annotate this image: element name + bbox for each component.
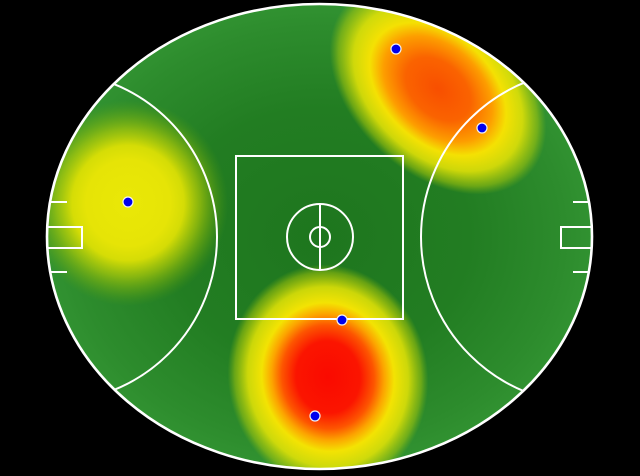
goal-square-line (47, 226, 83, 249)
event-marker (390, 43, 402, 55)
boundary-line (45, 2, 594, 471)
heat-hotspot-bottom-center-hottest (227, 264, 429, 469)
event-markers (122, 43, 488, 422)
event-marker (122, 196, 134, 208)
event-marker (336, 314, 348, 326)
goal-square-line (560, 226, 592, 249)
event-marker (476, 122, 488, 134)
event-marker (309, 410, 321, 422)
center-square-line (235, 155, 404, 320)
